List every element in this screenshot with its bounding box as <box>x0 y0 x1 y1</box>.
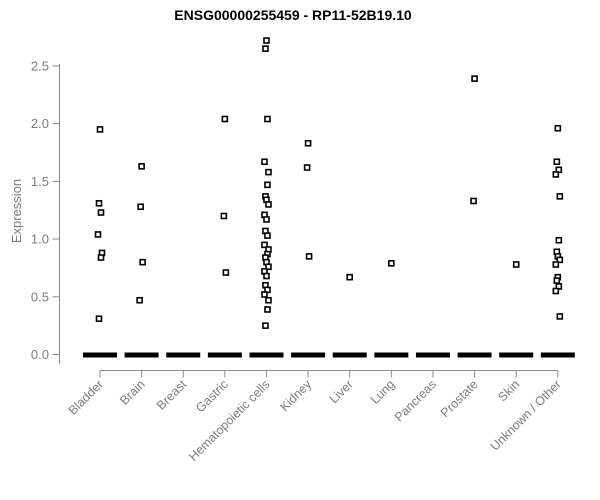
data-point <box>263 216 270 223</box>
chart-title: ENSG00000255459 - RP11-52B19.10 <box>174 7 412 23</box>
data-point <box>304 139 312 147</box>
x-tick-label: Lung <box>368 377 398 407</box>
x-tick-label: Kidney <box>277 377 314 414</box>
y-tick-label: 1.0 <box>31 232 49 247</box>
data-point <box>552 287 560 295</box>
data-point <box>139 258 146 266</box>
x-tick-label: Prostate <box>438 377 481 420</box>
data-point <box>303 164 311 171</box>
x-tick-label: Bladder <box>66 377 106 417</box>
axes-layer: 0.0 0.5 1.0 1.5 2.0 2.5 Bladder Brain Breast Gast… <box>31 58 564 463</box>
data-point <box>95 315 103 323</box>
data-point <box>137 203 144 211</box>
x-tick-label: Brain <box>117 377 148 408</box>
data-point <box>264 232 271 239</box>
data-point <box>265 168 272 176</box>
data-point <box>221 115 229 123</box>
data-point <box>262 322 269 329</box>
x-tick-label: Breast <box>154 377 190 413</box>
data-point <box>346 273 354 281</box>
zero-dash <box>249 352 284 358</box>
zero-dash <box>332 352 367 358</box>
zero-dash <box>457 352 492 358</box>
data-point <box>556 313 564 320</box>
zero-dash <box>499 352 534 358</box>
data-point <box>261 158 268 166</box>
data-point <box>556 193 564 200</box>
x-tick-label: Unknown / Other <box>488 377 564 453</box>
x-tick-label: Pancreas <box>392 377 439 424</box>
x-tick-label: Skin <box>495 377 522 404</box>
data-point <box>97 209 105 216</box>
zero-dash <box>207 352 242 358</box>
zero-dash <box>540 352 575 358</box>
data-point <box>220 212 228 220</box>
data-point <box>97 254 105 261</box>
data-point <box>552 171 560 178</box>
x-tick-label: Hematopoietic cells <box>186 377 273 464</box>
data-point <box>554 124 562 132</box>
data-point <box>470 197 477 205</box>
x-tick-label: Gastric <box>193 377 231 415</box>
data-point <box>553 277 561 284</box>
zero-dash <box>166 352 201 358</box>
y-tick-label: 0.0 <box>31 347 49 362</box>
data-point <box>138 163 145 170</box>
data-point <box>388 260 395 267</box>
data-point <box>262 45 269 52</box>
data-point <box>222 269 230 276</box>
zero-dash <box>374 352 409 358</box>
data-point <box>471 75 478 82</box>
data-point <box>555 236 563 244</box>
zero-dash-layer <box>83 352 575 358</box>
data-point <box>552 261 560 268</box>
data-point <box>265 201 272 208</box>
zero-dash <box>83 352 117 358</box>
x-tick-label: Liver <box>327 377 356 406</box>
data-point <box>263 37 270 44</box>
y-tick-label: 1.5 <box>31 174 49 189</box>
y-tick-label: 2.0 <box>31 116 49 131</box>
data-point <box>556 256 564 264</box>
data-point <box>553 158 561 166</box>
y-tick-label: 2.5 <box>31 58 49 73</box>
data-point-layer <box>94 37 564 329</box>
data-point <box>95 199 103 207</box>
data-point <box>96 126 104 133</box>
data-point <box>264 306 271 313</box>
zero-dash <box>415 352 450 358</box>
y-axis-label: Expression <box>9 179 24 243</box>
data-point <box>263 272 270 280</box>
data-point <box>265 296 272 304</box>
data-point <box>136 296 143 304</box>
data-point <box>94 231 102 238</box>
data-point <box>261 291 268 298</box>
data-point <box>261 241 268 249</box>
zero-dash <box>291 352 326 358</box>
data-point <box>305 253 313 260</box>
zero-dash <box>124 352 159 358</box>
data-point <box>512 261 520 268</box>
y-tick-label: 0.5 <box>31 289 49 304</box>
data-point <box>265 263 272 271</box>
data-point <box>264 181 271 189</box>
data-point <box>264 115 271 123</box>
